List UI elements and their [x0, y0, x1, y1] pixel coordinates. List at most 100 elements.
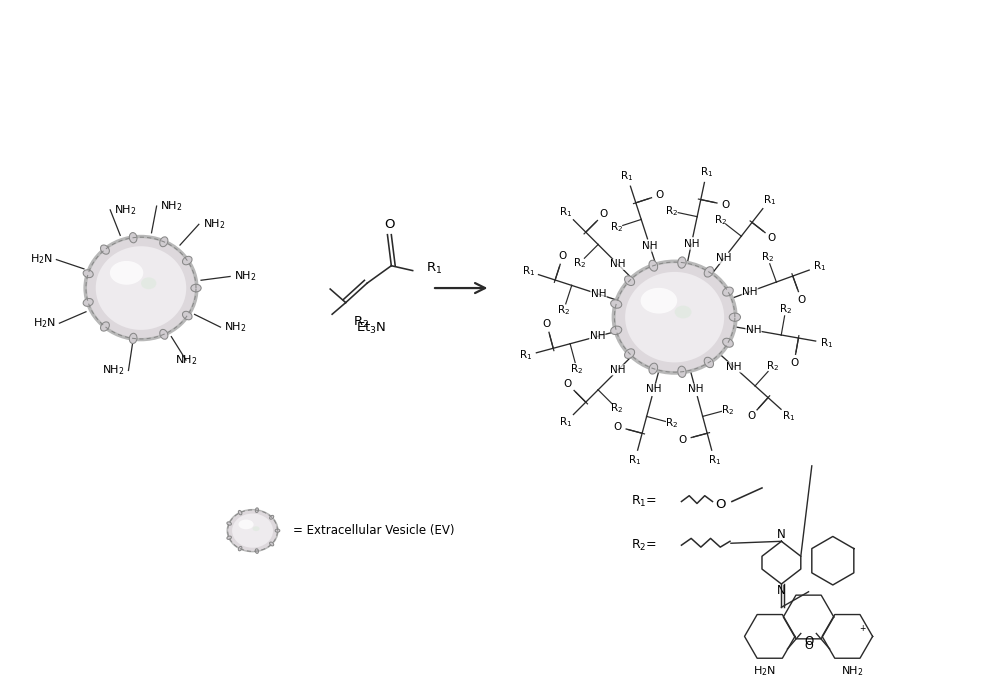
Ellipse shape: [227, 536, 231, 539]
Text: Et$_3$N: Et$_3$N: [356, 321, 386, 336]
Text: NH$_2$: NH$_2$: [102, 363, 125, 378]
Ellipse shape: [101, 245, 109, 254]
Text: O: O: [715, 498, 726, 511]
Text: O: O: [559, 251, 567, 261]
Text: R$_1$: R$_1$: [782, 409, 796, 423]
Ellipse shape: [83, 235, 199, 342]
Ellipse shape: [238, 511, 242, 515]
Ellipse shape: [704, 267, 714, 277]
Ellipse shape: [255, 508, 258, 513]
Ellipse shape: [641, 288, 677, 314]
Text: O: O: [747, 411, 755, 422]
Text: R$_2$: R$_2$: [353, 314, 370, 329]
Text: R$_2$=: R$_2$=: [631, 538, 657, 553]
Text: N: N: [777, 585, 786, 598]
Text: H$_2$N: H$_2$N: [30, 253, 53, 266]
Ellipse shape: [649, 260, 658, 271]
Text: NH$_2$: NH$_2$: [841, 665, 864, 678]
Text: O: O: [790, 358, 798, 368]
Ellipse shape: [270, 515, 274, 519]
Text: O: O: [721, 200, 730, 210]
Ellipse shape: [270, 542, 274, 546]
Text: R$_2$: R$_2$: [766, 360, 779, 373]
Text: R$_2$: R$_2$: [573, 256, 586, 270]
Ellipse shape: [160, 329, 168, 340]
Text: O: O: [804, 641, 813, 651]
Text: R$_2$: R$_2$: [761, 251, 774, 264]
Ellipse shape: [675, 306, 692, 318]
Text: R$_1$: R$_1$: [620, 169, 634, 183]
Ellipse shape: [83, 299, 93, 306]
Text: $^+$: $^+$: [858, 624, 867, 634]
Text: NH: NH: [591, 289, 606, 299]
Text: R$_1$: R$_1$: [522, 264, 535, 278]
Text: NH: NH: [646, 384, 662, 394]
Text: R$_2$: R$_2$: [665, 204, 678, 218]
Text: O: O: [804, 635, 813, 648]
Text: O: O: [564, 380, 572, 389]
Text: NH: NH: [610, 259, 626, 270]
Ellipse shape: [227, 522, 231, 525]
Text: NH: NH: [610, 365, 626, 375]
Ellipse shape: [232, 513, 273, 548]
Text: R$_1$: R$_1$: [813, 259, 826, 274]
Ellipse shape: [182, 256, 192, 265]
Text: = Extracellular Vesicle (EV): = Extracellular Vesicle (EV): [293, 524, 455, 537]
Text: NH: NH: [726, 362, 742, 372]
Ellipse shape: [238, 547, 242, 551]
Text: NH$_2$: NH$_2$: [160, 199, 183, 213]
Ellipse shape: [129, 233, 137, 243]
Ellipse shape: [611, 326, 622, 335]
Text: O: O: [656, 190, 664, 200]
Ellipse shape: [611, 299, 622, 308]
Ellipse shape: [228, 510, 277, 551]
Ellipse shape: [182, 311, 192, 320]
Ellipse shape: [110, 261, 143, 285]
Text: NH: NH: [746, 325, 761, 335]
Ellipse shape: [129, 333, 137, 344]
Text: NH: NH: [716, 253, 732, 263]
Text: R$_1$: R$_1$: [519, 348, 533, 363]
Text: R$_2$: R$_2$: [570, 362, 583, 376]
Ellipse shape: [141, 277, 156, 289]
Text: R$_1$: R$_1$: [700, 165, 713, 179]
Ellipse shape: [612, 259, 738, 375]
Text: O: O: [614, 422, 622, 432]
Ellipse shape: [83, 270, 93, 278]
Text: R$_1$=: R$_1$=: [631, 494, 657, 509]
Ellipse shape: [275, 529, 280, 532]
Text: NH$_2$: NH$_2$: [224, 320, 247, 334]
Text: NH$_2$: NH$_2$: [203, 217, 225, 232]
Ellipse shape: [226, 509, 279, 552]
Ellipse shape: [723, 287, 733, 296]
Text: R$_2$: R$_2$: [610, 221, 623, 234]
Ellipse shape: [625, 349, 635, 359]
Text: R$_1$: R$_1$: [708, 454, 721, 467]
Text: NH: NH: [742, 287, 758, 297]
Ellipse shape: [87, 238, 195, 338]
Ellipse shape: [723, 338, 733, 347]
Ellipse shape: [255, 549, 258, 553]
Ellipse shape: [616, 263, 734, 371]
Text: H$_2$N: H$_2$N: [753, 665, 776, 678]
Text: NH$_2$: NH$_2$: [114, 203, 137, 217]
Text: NH$_2$: NH$_2$: [175, 353, 197, 367]
Text: R$_1$: R$_1$: [820, 336, 833, 350]
Ellipse shape: [238, 519, 254, 529]
Ellipse shape: [253, 526, 260, 531]
Text: H$_2$N: H$_2$N: [33, 316, 56, 330]
Ellipse shape: [191, 285, 201, 292]
Ellipse shape: [625, 272, 724, 363]
Text: R$_1$: R$_1$: [426, 261, 443, 276]
Text: NH$_2$: NH$_2$: [234, 270, 257, 283]
Text: R$_2$: R$_2$: [721, 403, 735, 416]
Text: NH: NH: [688, 384, 703, 394]
Text: R$_1$: R$_1$: [763, 194, 776, 207]
Text: O: O: [797, 295, 806, 305]
Text: NH: NH: [590, 331, 605, 342]
Ellipse shape: [704, 357, 714, 367]
Text: R$_2$: R$_2$: [714, 213, 727, 227]
Text: NH: NH: [684, 239, 699, 249]
Ellipse shape: [160, 237, 168, 246]
Text: O: O: [599, 209, 608, 219]
